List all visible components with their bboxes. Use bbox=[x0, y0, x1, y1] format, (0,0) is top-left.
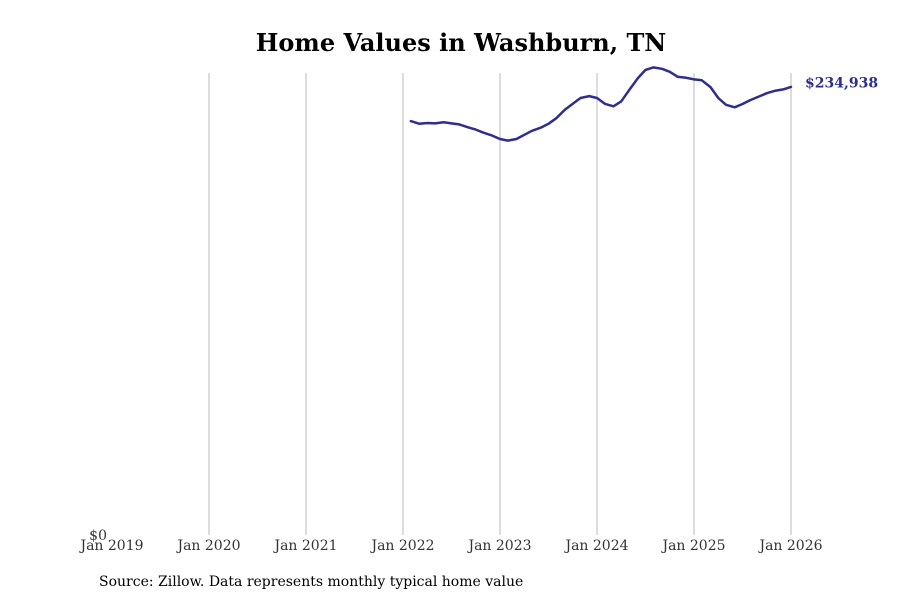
series-line bbox=[409, 66, 793, 142]
chart-title: Home Values in Washburn, TN bbox=[255, 28, 667, 57]
y-tick-label: $0 bbox=[89, 528, 107, 544]
x-tick-label: Jan 2022 bbox=[369, 538, 434, 554]
x-tick-label: Jan 2023 bbox=[466, 538, 531, 554]
x-tick-label: Jan 2019 bbox=[78, 538, 143, 554]
y-axis-ticks: $0 bbox=[89, 528, 107, 544]
x-axis-ticks: Jan 2019 Jan 2020 Jan 2021 Jan 2022 Jan 2023… bbox=[78, 538, 822, 554]
x-tick-label: Jan 2020 bbox=[175, 538, 240, 554]
x-tick-label: Jan 2025 bbox=[660, 538, 725, 554]
x-tick-label: Jan 2021 bbox=[272, 538, 337, 554]
end-value-label: $234,938 bbox=[805, 76, 878, 92]
series-group bbox=[409, 66, 793, 142]
source-note: Source: Zillow. Data represents monthly … bbox=[99, 574, 524, 590]
annotations: $234,938 bbox=[805, 76, 878, 92]
x-tick-label: Jan 2026 bbox=[757, 538, 822, 554]
x-tick-label: Jan 2024 bbox=[563, 538, 628, 554]
gridlines bbox=[208, 73, 792, 535]
